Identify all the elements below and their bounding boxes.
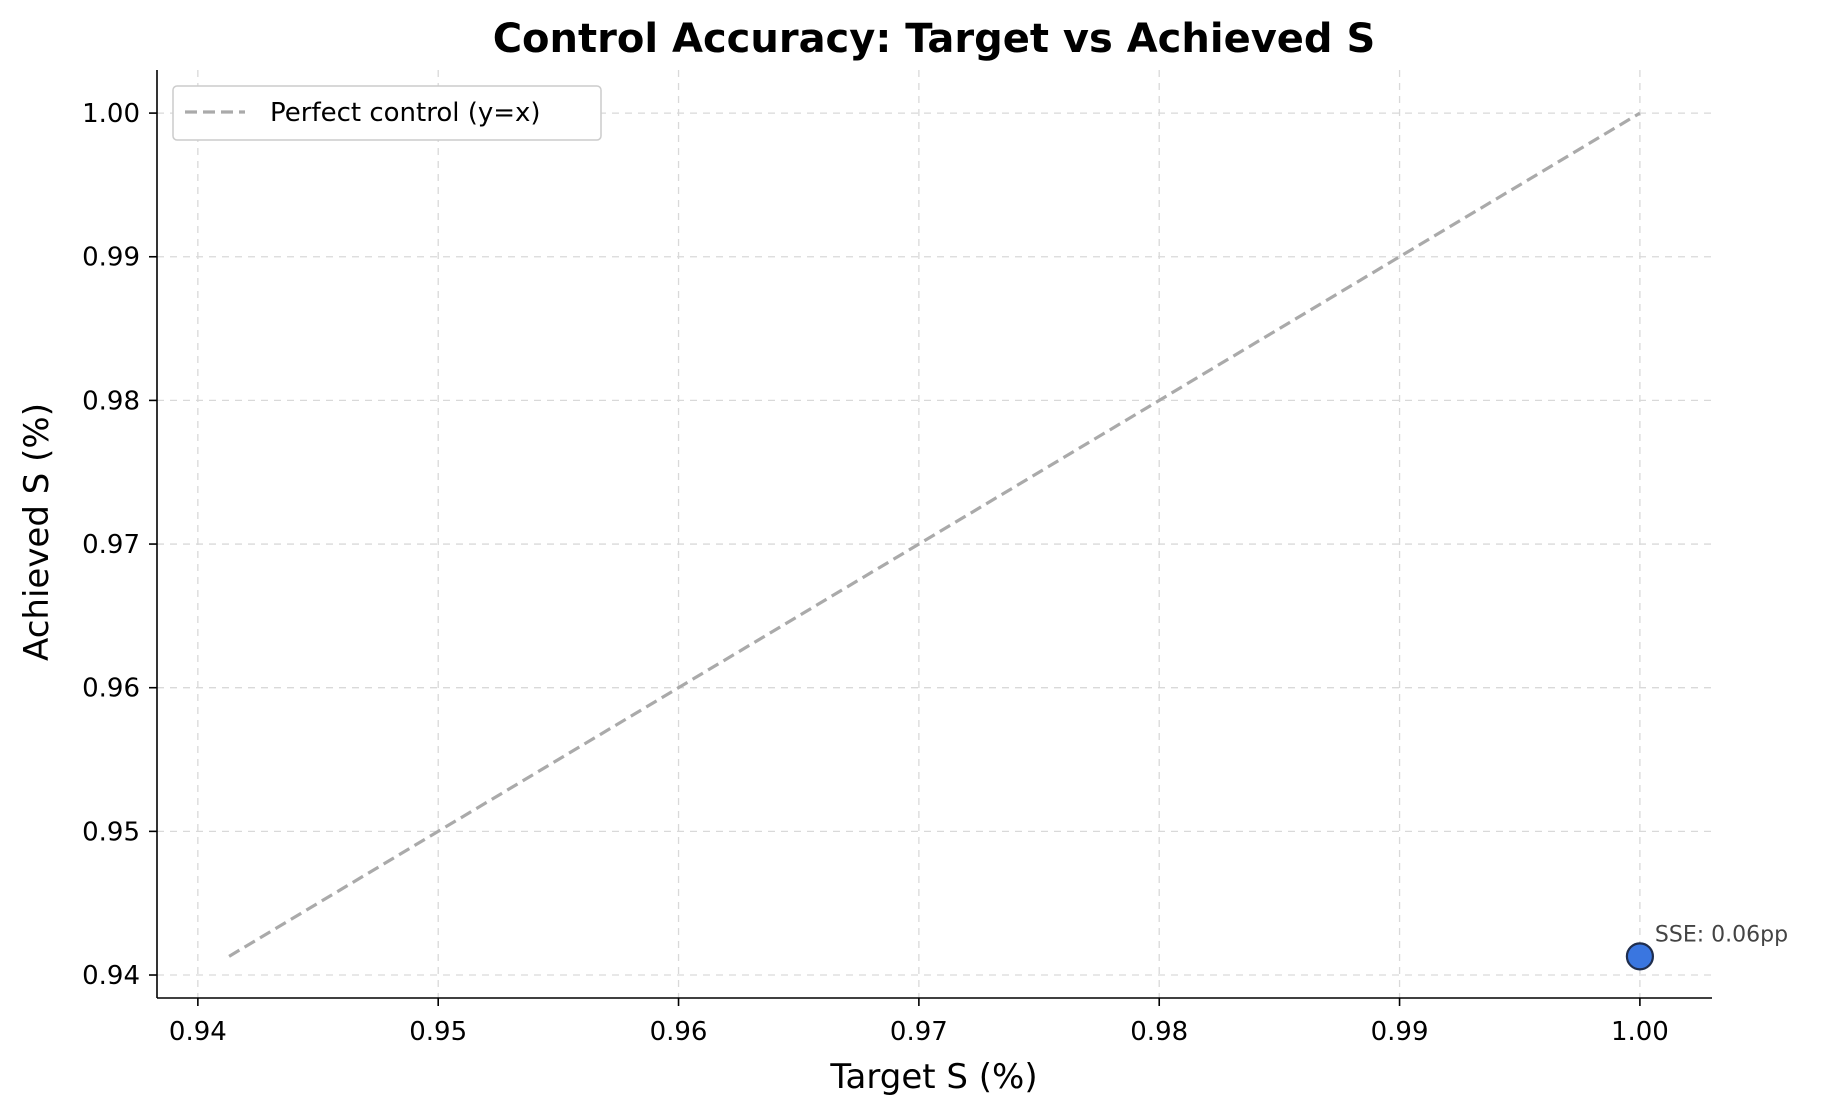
chart-title: Control Accuracy: Target vs Achieved S [493, 16, 1376, 62]
points-layer: SSE: 0.06pp [1625, 922, 1788, 971]
legend-box [172, 85, 602, 141]
legend-label: Perfect control (y=x) [270, 98, 541, 128]
ticks: 0.94 0.95 0.96 0.97 0.98 0.99 1.00 0.94 0.95 0.96… [82, 99, 1669, 1047]
x-axis-label: Target S (%) [829, 1057, 1037, 1097]
y-tick-label: 0.95 [82, 817, 140, 847]
reference-line [228, 111, 1641, 958]
y-tick-label: 0.96 [82, 674, 140, 704]
y-tick-label: 0.99 [82, 243, 140, 273]
grid [157, 70, 1712, 998]
point-annotation: SSE: 0.06pp [1655, 922, 1788, 947]
y-tick-label: 1.00 [82, 99, 140, 129]
x-tick-label: 1.00 [1611, 1017, 1669, 1047]
x-tick-label: 0.99 [1371, 1017, 1429, 1047]
legend: Perfect control (y=x) [172, 85, 602, 141]
scatter-point [1625, 942, 1654, 971]
x-tick-label: 0.95 [409, 1017, 467, 1047]
axes [156, 70, 1712, 999]
x-tick-label: 0.96 [650, 1017, 708, 1047]
y-tick-label: 0.94 [82, 961, 140, 991]
reference-line-layer [228, 111, 1641, 958]
y-axis-label: Achieved S (%) [17, 403, 57, 661]
x-tick-label: 0.98 [1130, 1017, 1188, 1047]
y-tick-label: 0.98 [82, 386, 140, 416]
x-tick-label: 0.97 [890, 1017, 948, 1047]
y-tick-label: 0.97 [82, 530, 140, 560]
x-tick-label: 0.94 [169, 1017, 227, 1047]
